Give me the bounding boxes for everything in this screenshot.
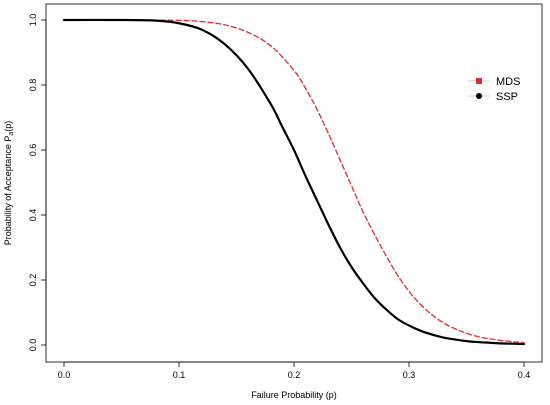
legend-label-ssp: SSP xyxy=(496,91,518,103)
series-layer xyxy=(62,18,526,346)
y-tick-label: 0.4 xyxy=(28,209,38,222)
x-tick-label: 0.0 xyxy=(58,370,71,380)
y-axis-title-main: Probability of Acceptance P xyxy=(3,136,13,246)
x-tick-label: 0.1 xyxy=(173,370,186,380)
y-axis-title-sub: a xyxy=(8,132,15,136)
y-tick-label: 0.0 xyxy=(28,339,38,352)
legend-label-mds: MDS xyxy=(496,76,520,88)
y-axis-title: Probability of Acceptance Pa(p) xyxy=(3,121,15,245)
x-tick-label: 0.2 xyxy=(288,370,301,380)
y-axis: 0.0 0.2 0.4 0.6 0.8 1.0 xyxy=(28,14,47,352)
x-tick-label: 0.3 xyxy=(403,370,416,380)
series-line-ssp xyxy=(62,18,526,346)
legend-marker-mds xyxy=(476,78,482,84)
y-tick-label: 0.6 xyxy=(28,144,38,157)
legend: MDS SSP xyxy=(468,76,520,103)
y-axis-title-suffix: (p) xyxy=(3,121,13,132)
y-tick-label: 0.8 xyxy=(28,79,38,92)
plot-frame xyxy=(45,3,543,363)
x-axis-title: Failure Probability (p) xyxy=(251,390,337,400)
series-line-mds xyxy=(63,19,525,344)
x-tick-label: 0.4 xyxy=(518,370,531,380)
y-tick-label: 0.2 xyxy=(28,274,38,287)
x-axis: 0.0 0.1 0.2 0.3 0.4 xyxy=(58,361,531,380)
y-tick-label: 1.0 xyxy=(28,14,38,27)
legend-marker-ssp xyxy=(476,93,482,99)
